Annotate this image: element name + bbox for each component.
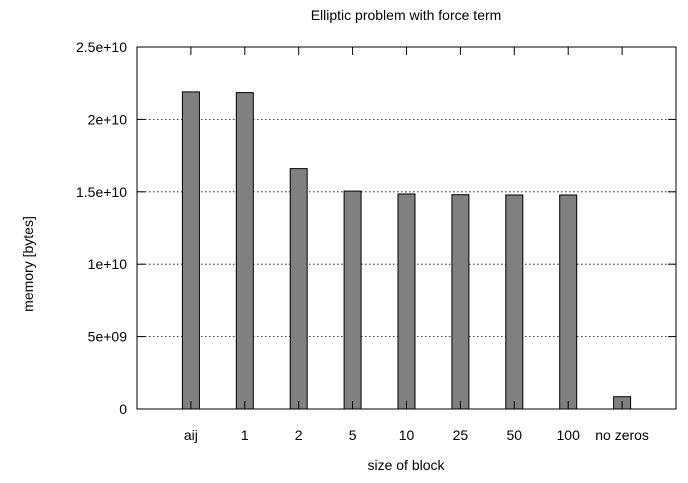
bar-50 xyxy=(505,194,524,410)
x-tick-label: 25 xyxy=(453,427,469,443)
x-tick-label: 50 xyxy=(507,427,523,443)
y-tick-label: 2.5e+10 xyxy=(76,39,127,55)
x-tick-label: aij xyxy=(184,427,198,443)
bar-2 xyxy=(289,168,308,410)
x-axis-label: size of block xyxy=(367,457,445,473)
y-tick-label: 2e+10 xyxy=(88,111,128,127)
bar-aij xyxy=(181,91,200,410)
x-tick-label: 1 xyxy=(241,427,249,443)
plot-frame xyxy=(136,46,677,410)
x-tick-label: 2 xyxy=(295,427,303,443)
bar-5 xyxy=(343,190,362,410)
x-tick-label: 5 xyxy=(349,427,357,443)
y-axis-label: memory [bytes] xyxy=(20,216,36,312)
y-tick-label: 1.5e+10 xyxy=(76,184,127,200)
y-tick-label: 5e+09 xyxy=(88,329,128,345)
bar-1 xyxy=(235,92,254,410)
bar-25 xyxy=(451,194,470,410)
x-tick-label: no zeros xyxy=(595,427,649,443)
bar-100 xyxy=(559,194,578,410)
x-tick-label: 100 xyxy=(557,427,581,443)
bars xyxy=(181,91,632,410)
bar-10 xyxy=(397,193,416,410)
x-tick-label: 10 xyxy=(399,427,415,443)
y-tick-label: 0 xyxy=(119,401,127,417)
y-tick-label: 1e+10 xyxy=(88,256,128,272)
chart-title: Elliptic problem with force term xyxy=(311,7,502,23)
